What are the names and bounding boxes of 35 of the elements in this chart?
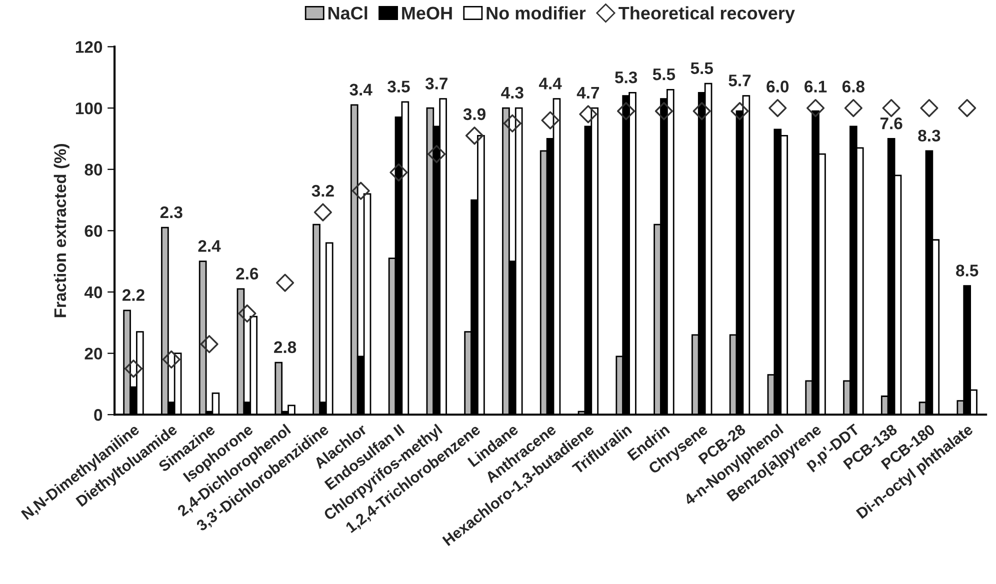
- annotation: 8.5: [956, 264, 978, 276]
- y-tick-label: 100: [76, 102, 102, 114]
- annotation: 3.4: [350, 84, 372, 96]
- annotation: 2.3: [160, 206, 182, 218]
- annotation: 4.4: [538, 78, 562, 90]
- annotation: 4.7: [576, 86, 600, 98]
- annotation: 6.1: [804, 80, 827, 92]
- annotation: 5.5: [690, 62, 713, 74]
- legend-label: No modifier: [486, 6, 586, 20]
- annotation: 5.3: [615, 71, 638, 84]
- annotation: 2.4: [198, 240, 221, 252]
- y-tick-label: 40: [84, 286, 102, 298]
- y-tick-label: 120: [76, 41, 102, 53]
- annotation: 7.6: [880, 117, 902, 130]
- legend-label: MeOH: [402, 6, 452, 20]
- annotation: 2.8: [274, 341, 296, 354]
- annotation: 6.0: [766, 80, 789, 92]
- y-tick-label: 80: [84, 164, 102, 176]
- y-tick-label: 60: [84, 225, 102, 237]
- annotation: 2.6: [236, 268, 258, 280]
- annotation: 3.5: [388, 80, 410, 93]
- annotation: 5.5: [652, 68, 676, 80]
- legend-label: Theoretical recovery: [618, 6, 795, 24]
- annotation: 3.7: [425, 78, 448, 90]
- annotation: 2.2: [122, 289, 144, 301]
- y-tick-label: 0: [94, 409, 102, 421]
- annotation: 5.7: [728, 74, 751, 86]
- legend-label: NaCl: [328, 6, 368, 20]
- y-axis-title: Fraction extracted (%): [54, 144, 70, 318]
- annotation: 3.9: [463, 108, 486, 120]
- annotation: 6.8: [842, 80, 864, 92]
- y-tick-label: 20: [84, 348, 102, 360]
- annotation: 8.3: [918, 130, 940, 142]
- annotation: 4.3: [501, 86, 524, 99]
- annotation: 3.2: [312, 184, 334, 197]
